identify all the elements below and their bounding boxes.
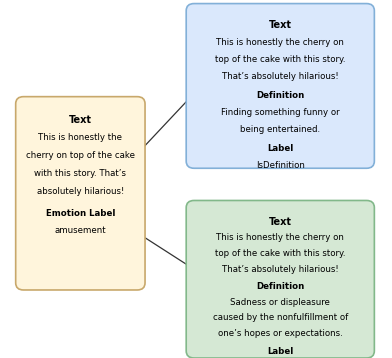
Text: Text: Text [269, 217, 292, 227]
Text: cherry on top of the cake: cherry on top of the cake [26, 151, 135, 160]
Text: Text: Text [269, 20, 292, 30]
Text: This is honestly the: This is honestly the [38, 134, 122, 142]
Text: absolutely hilarious!: absolutely hilarious! [37, 187, 124, 196]
FancyBboxPatch shape [16, 97, 145, 290]
Text: That’s absolutely hilarious!: That’s absolutely hilarious! [222, 265, 339, 274]
Text: This is honestly the cherry on: This is honestly the cherry on [216, 233, 344, 242]
Text: top of the cake with this story.: top of the cake with this story. [215, 249, 345, 258]
Text: with this story. That’s: with this story. That’s [34, 169, 126, 178]
Text: being entertained.: being entertained. [240, 125, 320, 134]
Text: Finding something funny or: Finding something funny or [221, 108, 339, 117]
Text: That’s absolutely hilarious!: That’s absolutely hilarious! [222, 72, 339, 81]
Text: one’s hopes or expectations.: one’s hopes or expectations. [218, 329, 343, 338]
Text: Label: Label [267, 347, 293, 355]
Text: Definition: Definition [256, 91, 305, 100]
Text: caused by the nonfulfillment of: caused by the nonfulfillment of [212, 314, 348, 323]
FancyBboxPatch shape [186, 4, 374, 168]
Text: IsDefinition: IsDefinition [256, 161, 305, 170]
Text: amusement: amusement [54, 227, 106, 236]
Text: Emotion Label: Emotion Label [46, 209, 115, 218]
Text: Sadness or displeasure: Sadness or displeasure [230, 298, 330, 307]
FancyBboxPatch shape [186, 200, 374, 358]
Text: Label: Label [267, 144, 293, 153]
Text: Text: Text [69, 115, 92, 125]
Text: This is honestly the cherry on: This is honestly the cherry on [216, 38, 344, 47]
Text: Definition: Definition [256, 282, 305, 291]
Text: top of the cake with this story.: top of the cake with this story. [215, 55, 345, 64]
